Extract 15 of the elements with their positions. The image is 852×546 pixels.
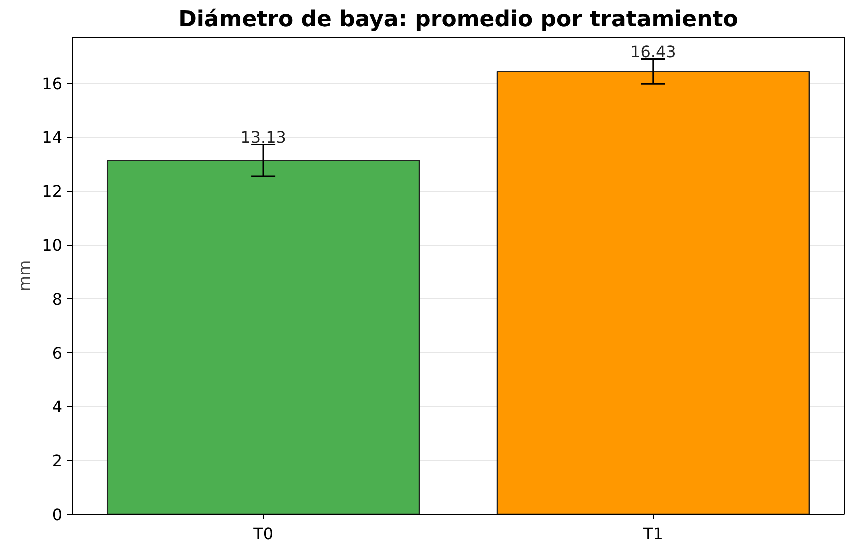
x-tick-label: T1 bbox=[642, 524, 664, 544]
y-tick-label: 4 bbox=[52, 398, 63, 417]
y-tick-label: 12 bbox=[42, 182, 62, 202]
data-label: 16.43 bbox=[630, 42, 676, 62]
y-tick-label: 2 bbox=[52, 452, 63, 471]
y-tick-label: 8 bbox=[52, 290, 63, 309]
y-axis-title: mm bbox=[15, 260, 34, 292]
y-tick-label: 0 bbox=[52, 506, 63, 524]
y-tick-label: 6 bbox=[52, 344, 63, 363]
y-tick-label: 10 bbox=[42, 236, 62, 256]
chart-title: Diámetro de baya: promedio por tratamiento bbox=[178, 8, 738, 32]
data-label: 13.13 bbox=[240, 128, 286, 147]
x-tick-label: T0 bbox=[252, 524, 274, 544]
y-tick-label: 14 bbox=[42, 128, 62, 148]
y-tick-label: 16 bbox=[42, 74, 62, 94]
